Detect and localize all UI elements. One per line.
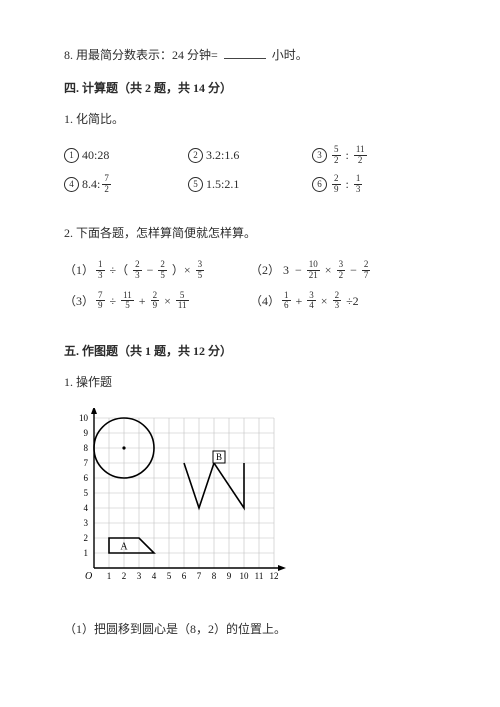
problem-1-stem: 1. 化简比。 (64, 108, 436, 131)
colon: : (343, 173, 352, 196)
calc-item-1: （1） 13 ÷（ 23 − 25 ）× 35 (64, 259, 250, 282)
calc-row-1: （1） 13 ÷（ 23 − 25 ）× 35 （2） 3 − 1021 × 3… (64, 259, 436, 282)
svg-text:10: 10 (240, 571, 250, 581)
grid-svg: 12345678910111212345678910OAB (64, 408, 294, 598)
svg-text:2: 2 (84, 533, 89, 543)
svg-text:6: 6 (182, 571, 187, 581)
ratio-row-1: 1 40:28 2 3.2:1.6 3 52 : 112 (64, 144, 436, 167)
svg-text:3: 3 (84, 518, 89, 528)
svg-text:9: 9 (227, 571, 232, 581)
q8-suffix: 小时。 (272, 48, 308, 62)
ratio-row-2: 4 8.4: 72 5 1.5:2.1 6 29 : 13 (64, 173, 436, 196)
fraction: 72 (102, 174, 111, 195)
svg-text:6: 6 (84, 473, 89, 483)
svg-text:4: 4 (152, 571, 157, 581)
calc-row-2: （3） 79 ÷ 115 + 29 × 511 （4） 16 + 34 × 23… (64, 290, 436, 313)
circled-number: 6 (312, 177, 327, 192)
circled-number: 4 (64, 177, 79, 192)
grid-diagram: 12345678910111212345678910OAB (64, 408, 436, 606)
ratio-text: 3.2:1.6 (206, 144, 239, 167)
svg-text:3: 3 (137, 571, 142, 581)
circled-number: 1 (64, 148, 79, 163)
calc-label: （3） (64, 290, 94, 313)
svg-text:8: 8 (212, 571, 217, 581)
ratio-text: 1.5:2.1 (206, 173, 239, 196)
colon: : (343, 144, 352, 167)
fill-blank[interactable] (224, 47, 266, 59)
fraction: 13 (354, 174, 363, 195)
calc-item-3: （3） 79 ÷ 115 + 29 × 511 (64, 290, 250, 313)
svg-text:10: 10 (79, 413, 89, 423)
svg-text:12: 12 (270, 571, 279, 581)
question-8: 8. 用最简分数表示：24 分钟= 小时。 (64, 44, 436, 67)
svg-text:11: 11 (255, 571, 264, 581)
circled-number: 5 (188, 177, 203, 192)
ratio-item-2: 2 3.2:1.6 (188, 144, 312, 167)
svg-text:8: 8 (84, 443, 89, 453)
svg-text:B: B (216, 452, 222, 462)
svg-text:2: 2 (122, 571, 127, 581)
ratio-item-3: 3 52 : 112 (312, 144, 436, 167)
svg-text:5: 5 (167, 571, 172, 581)
fraction: 112 (354, 145, 367, 166)
ratio-item-4: 4 8.4: 72 (64, 173, 188, 196)
circled-number: 3 (312, 148, 327, 163)
problem-2-stem: 2. 下面各题，怎样算简便就怎样算。 (64, 222, 436, 245)
svg-text:9: 9 (84, 428, 89, 438)
fraction: 52 (332, 145, 341, 166)
ratio-text: 8.4: (82, 173, 100, 196)
calc-label: （2） (250, 259, 280, 282)
fraction: 29 (332, 174, 341, 195)
calc-label: （4） (250, 290, 280, 313)
section-5-heading: 五. 作图题（共 1 题，共 12 分） (64, 340, 436, 363)
svg-text:7: 7 (84, 458, 89, 468)
calc-item-2: （2） 3 − 1021 × 32 − 27 (250, 259, 436, 282)
svg-text:O: O (85, 571, 92, 582)
calc-label: （1） (64, 259, 94, 282)
circled-number: 2 (188, 148, 203, 163)
svg-text:1: 1 (107, 571, 112, 581)
svg-text:A: A (120, 541, 128, 552)
subquestion-1: （1）把圆移到圆心是（8，2）的位置上。 (64, 618, 436, 641)
ratio-item-5: 5 1.5:2.1 (188, 173, 312, 196)
svg-text:5: 5 (84, 488, 89, 498)
ratio-item-6: 6 29 : 13 (312, 173, 436, 196)
ratio-text: 40:28 (82, 144, 109, 167)
calc-item-4: （4） 16 + 34 × 23 ÷2 (250, 290, 436, 313)
operation-stem: 1. 操作题 (64, 371, 436, 394)
q8-prefix: 8. 用最简分数表示：24 分钟= (64, 48, 218, 62)
svg-text:7: 7 (197, 571, 202, 581)
section-4-heading: 四. 计算题（共 2 题，共 14 分） (64, 77, 436, 100)
svg-text:1: 1 (84, 548, 89, 558)
svg-text:4: 4 (84, 503, 89, 513)
ratio-item-1: 1 40:28 (64, 144, 188, 167)
